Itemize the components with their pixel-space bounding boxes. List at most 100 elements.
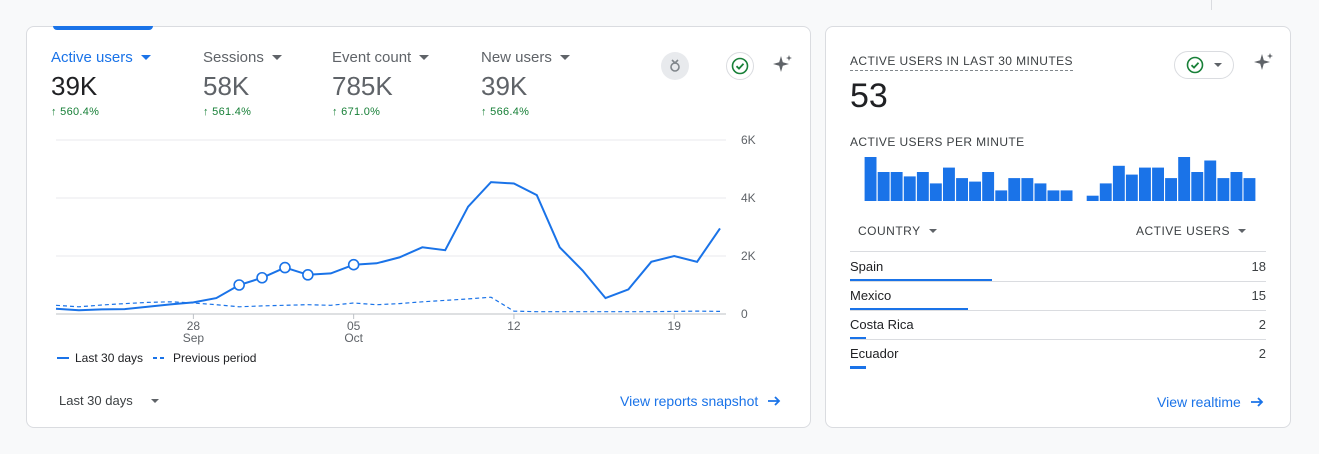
metric-value: 785K <box>332 71 393 101</box>
table-row[interactable]: Ecuador 2 <box>850 340 1266 369</box>
realtime-status-dropdown[interactable] <box>1174 51 1234 79</box>
x-tick-label: 05 <box>347 319 361 333</box>
solid-line-swatch <box>57 357 69 359</box>
realtime-title[interactable]: ACTIVE USERS IN LAST 30 MINUTES <box>850 54 1073 71</box>
x-tick-label: Oct <box>344 331 363 345</box>
arrow-right-icon <box>768 396 781 406</box>
per-minute-bar <box>1165 178 1177 201</box>
table-divider <box>850 310 1266 311</box>
y-tick-label: 6K <box>741 133 756 147</box>
per-minute-bar <box>1099 183 1112 201</box>
date-range-dropdown[interactable]: Last 30 days <box>59 393 159 408</box>
per-minute-bar <box>1217 178 1230 201</box>
per-minute-bar <box>1191 172 1204 201</box>
country-users: 15 <box>1251 288 1266 303</box>
per-minute-bar <box>1060 190 1073 201</box>
per-minute-bar <box>1021 178 1034 201</box>
per-minute-bar <box>864 157 877 201</box>
dropdown-caret-icon <box>419 55 430 60</box>
realtime-value: 53 <box>850 77 888 115</box>
per-minute-bar <box>956 178 968 201</box>
metric-active-users[interactable]: Active users 39K ↑ 560.4% <box>51 49 151 118</box>
per-minute-bar <box>1204 160 1217 201</box>
dropdown-caret-icon <box>150 398 159 403</box>
metric-label[interactable]: Sessions <box>203 49 282 66</box>
col-header-country[interactable]: COUNTRY <box>858 224 937 238</box>
dropdown-caret-icon <box>559 55 570 60</box>
metric-new-users[interactable]: New users 39K ↑ 566.4% <box>481 49 570 118</box>
table-row[interactable]: Spain 18 <box>850 253 1266 282</box>
country-name: Costa Rica <box>850 317 914 332</box>
annotation-marker <box>279 261 291 274</box>
metric-label[interactable]: Event count <box>332 49 430 66</box>
per-minute-bar-chart <box>864 157 1256 201</box>
per-minute-bar <box>1008 178 1021 201</box>
sparkle-icon[interactable] <box>1250 49 1278 77</box>
active-tab-indicator <box>53 26 153 30</box>
y-tick-label: 0 <box>741 307 748 321</box>
per-minute-bar <box>1243 178 1256 201</box>
link-label: View reports snapshot <box>620 393 759 409</box>
table-divider <box>850 281 1266 282</box>
country-name: Ecuador <box>850 346 899 361</box>
metric-change: ↑ 560.4% <box>51 106 100 118</box>
col-header-active-users[interactable]: ACTIVE USERS <box>1136 224 1246 238</box>
legend-previous-label: Previous period <box>173 351 257 365</box>
metric-event-count[interactable]: Event count 785K ↑ 671.0% <box>332 49 430 118</box>
x-tick-label: 28 <box>187 319 201 333</box>
per-minute-bar <box>877 172 890 201</box>
per-minute-bar <box>1152 167 1164 201</box>
col-header-label: COUNTRY <box>858 224 921 238</box>
country-users: 2 <box>1258 346 1266 361</box>
realtime-card: ACTIVE USERS IN LAST 30 MINUTES 53 ACTIV… <box>825 26 1291 428</box>
legend-current: Last 30 days <box>57 351 143 365</box>
metric-value: 58K <box>203 71 250 101</box>
insights-badge-icon[interactable] <box>661 52 689 80</box>
metric-sessions[interactable]: Sessions 58K ↑ 561.4% <box>203 49 282 118</box>
y-tick-label: 2K <box>741 249 756 263</box>
per-minute-bar <box>1125 174 1138 201</box>
table-row[interactable]: Mexico 15 <box>850 282 1266 311</box>
country-name: Spain <box>850 259 884 274</box>
annotation-marker <box>233 279 245 291</box>
country-name: Mexico <box>850 288 892 303</box>
view-realtime-link[interactable]: View realtime <box>1157 394 1265 410</box>
per-minute-bar <box>1047 190 1060 201</box>
x-tick-label: 19 <box>668 319 682 333</box>
date-range-label: Last 30 days <box>59 393 133 408</box>
table-divider <box>850 251 1266 252</box>
per-minute-bar <box>982 172 995 201</box>
overview-card: Active users 39K ↑ 560.4% Sessions 58K ↑… <box>26 26 811 428</box>
per-minute-bar <box>890 172 903 201</box>
per-minute-bar <box>903 176 916 201</box>
chart-legend: Last 30 days Previous period <box>57 351 256 365</box>
per-minute-bar <box>1086 195 1099 201</box>
annotation-marker <box>347 258 360 271</box>
link-label: View realtime <box>1157 394 1241 410</box>
country-users: 18 <box>1251 259 1266 274</box>
country-users: 2 <box>1258 317 1266 332</box>
table-divider <box>850 339 1266 340</box>
per-minute-bar <box>969 181 981 201</box>
metric-label[interactable]: New users <box>481 49 570 66</box>
dropdown-caret-icon <box>1214 63 1222 67</box>
metric-value: 39K <box>51 71 98 101</box>
annotation-marker <box>256 271 268 284</box>
per-minute-bar <box>943 167 955 201</box>
table-row[interactable]: Costa Rica 2 <box>850 311 1266 340</box>
metric-label[interactable]: Active users <box>51 49 151 66</box>
arrow-right-icon <box>1250 397 1264 407</box>
x-tick-label: Sep <box>183 331 205 345</box>
annotation-marker <box>302 269 314 281</box>
check-circle-icon[interactable] <box>726 52 754 80</box>
sparkle-icon[interactable] <box>769 51 797 79</box>
per-minute-bar <box>1112 165 1125 201</box>
metric-value: 39K <box>481 71 528 101</box>
per-minute-bar <box>929 183 942 201</box>
per-minute-bar <box>995 190 1008 201</box>
share-bar <box>850 366 866 369</box>
share-bar <box>850 308 968 311</box>
view-reports-snapshot-link[interactable]: View reports snapshot <box>620 393 782 409</box>
series-line-last-30-days <box>55 181 721 312</box>
